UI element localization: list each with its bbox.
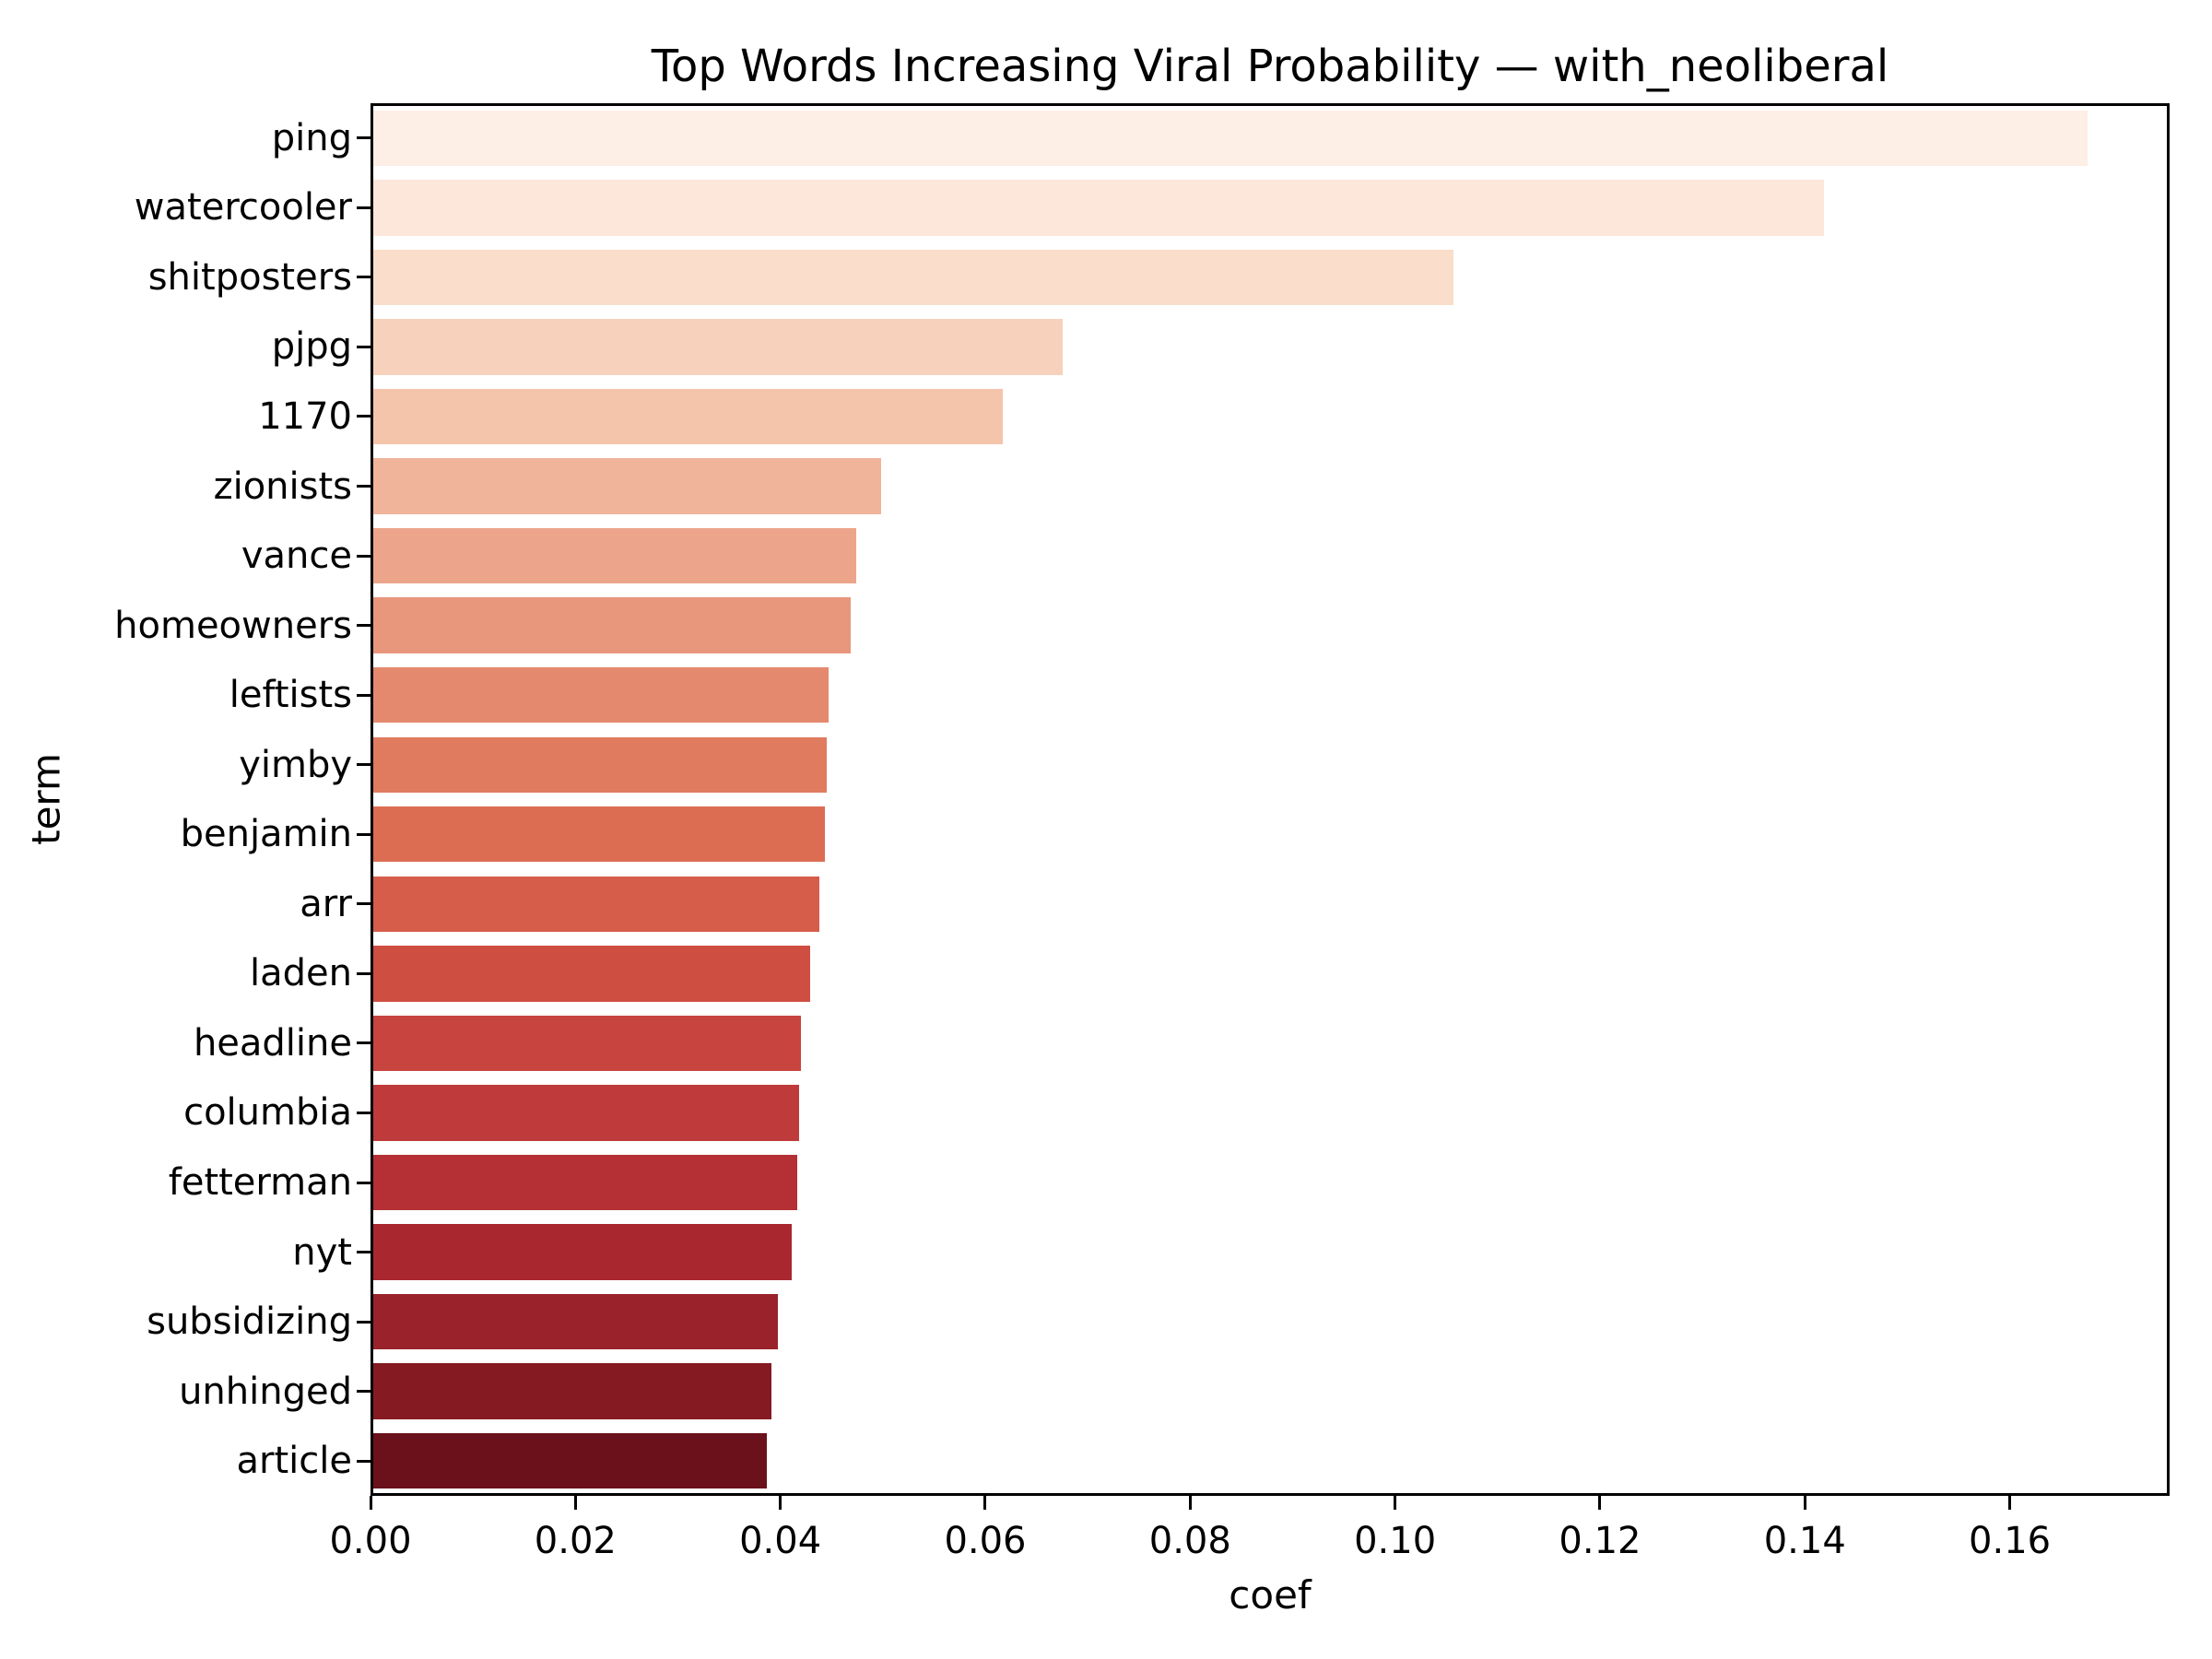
y-tick-label-1170: 1170: [258, 394, 352, 438]
bar-columbia: [373, 1085, 800, 1141]
y-tick-label-subsidizing: subsidizing: [147, 1300, 352, 1344]
x-tick-label-0.00: 0.00: [329, 1520, 412, 1562]
y-tick-mark: [357, 971, 371, 975]
x-tick-mark: [2008, 1496, 2012, 1510]
bar-arr: [373, 876, 819, 933]
y-tick-mark: [357, 1459, 371, 1463]
bar-shitposters: [373, 249, 1453, 306]
bar-homeowners: [373, 597, 851, 653]
bar-article: [373, 1433, 767, 1489]
x-tick-label-0.10: 0.10: [1354, 1520, 1437, 1562]
y-tick-label-vance: vance: [241, 535, 352, 578]
y-tick-label-homeowners: homeowners: [114, 604, 352, 647]
y-tick-label-shitposters: shitposters: [147, 255, 352, 299]
y-tick-mark: [357, 693, 371, 697]
y-tick-mark: [357, 206, 371, 209]
x-tick-label-0.04: 0.04: [739, 1520, 822, 1562]
x-tick-label-0.06: 0.06: [944, 1520, 1027, 1562]
x-tick-mark: [369, 1496, 372, 1510]
y-tick-label-nyt: nyt: [292, 1230, 352, 1274]
y-tick-label-ping: ping: [271, 116, 352, 159]
x-tick-label-0.14: 0.14: [1763, 1520, 1846, 1562]
y-tick-mark: [357, 1390, 371, 1394]
y-tick-label-fetterman: fetterman: [168, 1161, 352, 1205]
y-tick-mark: [357, 276, 371, 279]
bar-vance: [373, 527, 856, 584]
y-tick-label-unhinged: unhinged: [179, 1370, 352, 1413]
bar-watercooler: [373, 180, 1825, 236]
bar-yimby: [373, 736, 828, 793]
y-tick-mark: [357, 624, 371, 628]
y-tick-label-zionists: zionists: [213, 465, 352, 508]
bar-ping: [373, 110, 2088, 166]
bar-fetterman: [373, 1154, 798, 1211]
x-tick-mark: [1394, 1496, 1397, 1510]
x-tick-label-0.02: 0.02: [534, 1520, 617, 1562]
bar-benjamin: [373, 806, 826, 863]
y-tick-mark: [357, 345, 371, 348]
y-tick-mark: [357, 1111, 371, 1114]
y-tick-mark: [357, 1181, 371, 1184]
y-tick-label-laden: laden: [250, 952, 352, 995]
x-tick-mark: [573, 1496, 577, 1510]
bar-zionists: [373, 458, 882, 514]
y-tick-label-watercooler: watercooler: [134, 186, 352, 229]
y-tick-mark: [357, 415, 371, 418]
x-tick-mark: [1188, 1496, 1192, 1510]
bar-laden: [373, 946, 810, 1002]
x-tick-mark: [1803, 1496, 1806, 1510]
y-tick-mark: [357, 485, 371, 488]
x-tick-mark: [983, 1496, 987, 1510]
x-tick-mark: [779, 1496, 782, 1510]
bar-pjpg: [373, 319, 1064, 375]
y-tick-mark: [357, 1251, 371, 1254]
y-tick-label-leftists: leftists: [229, 674, 352, 717]
y-tick-label-benjamin: benjamin: [180, 813, 352, 856]
y-tick-label-pjpg: pjpg: [271, 325, 352, 369]
plot-area: [371, 103, 2170, 1496]
y-tick-mark: [357, 554, 371, 558]
y-tick-mark: [357, 1041, 371, 1045]
bar-headline: [373, 1015, 801, 1072]
y-tick-mark: [357, 136, 371, 140]
x-axis-label: coef: [1229, 1572, 1312, 1618]
x-tick-label-0.16: 0.16: [1969, 1520, 2052, 1562]
y-tick-label-article: article: [236, 1440, 352, 1483]
x-tick-mark: [1598, 1496, 1602, 1510]
y-tick-label-columbia: columbia: [183, 1091, 352, 1135]
y-tick-mark: [357, 832, 371, 836]
bar-subsidizing: [373, 1293, 779, 1350]
y-tick-label-yimby: yimby: [239, 743, 352, 786]
y-axis-label: term: [23, 753, 69, 845]
chart-title: Top Words Increasing Viral Probability —…: [651, 41, 1889, 92]
y-tick-label-headline: headline: [193, 1021, 352, 1065]
x-tick-label-0.12: 0.12: [1559, 1520, 1641, 1562]
y-tick-mark: [357, 763, 371, 767]
bar-leftists: [373, 666, 829, 724]
x-tick-label-0.08: 0.08: [1148, 1520, 1231, 1562]
bar-1170: [373, 388, 1003, 445]
y-tick-mark: [357, 1320, 371, 1324]
y-tick-label-arr: arr: [300, 882, 352, 925]
y-tick-mark: [357, 902, 371, 906]
bar-unhinged: [373, 1363, 772, 1419]
bar-nyt: [373, 1224, 792, 1280]
